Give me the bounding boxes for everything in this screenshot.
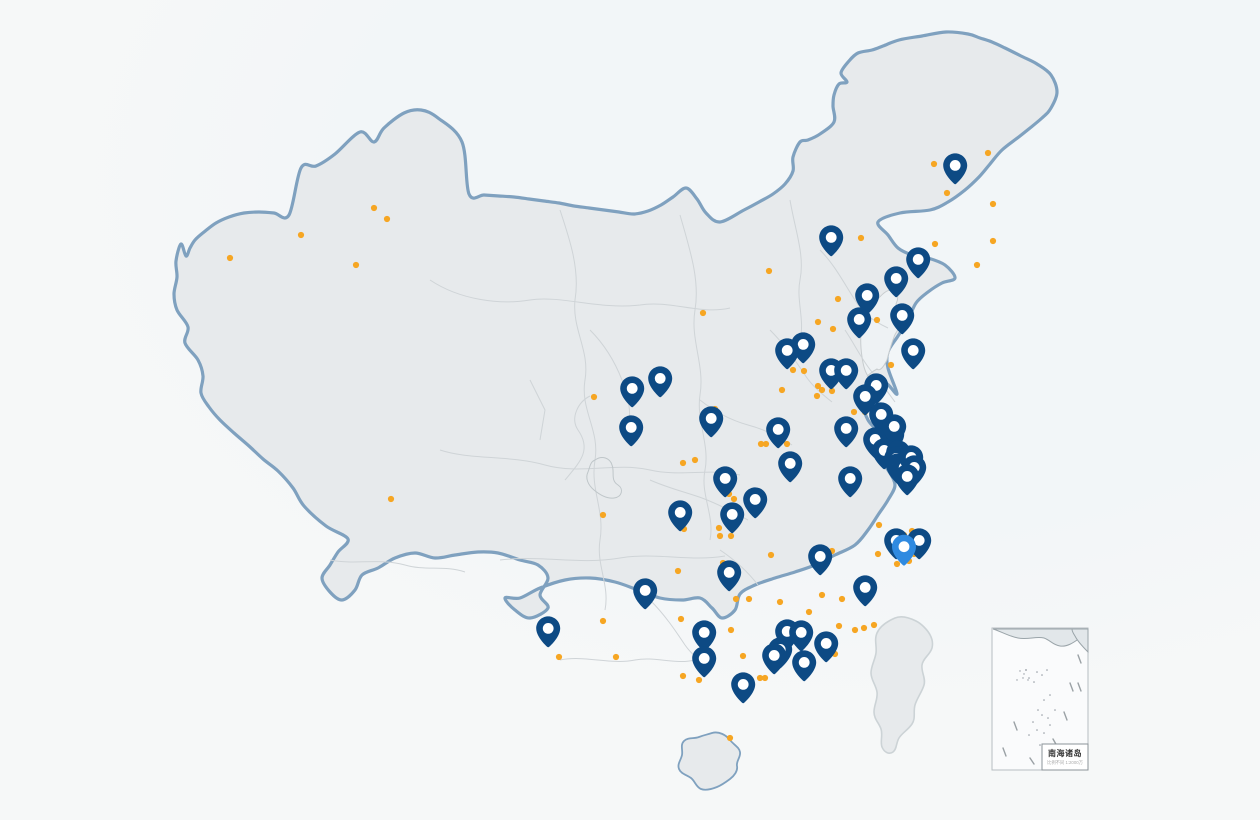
svg-text:比例不同 1:2000万: 比例不同 1:2000万 xyxy=(1047,759,1084,766)
svg-text:南海诸岛: 南海诸岛 xyxy=(1048,748,1082,758)
